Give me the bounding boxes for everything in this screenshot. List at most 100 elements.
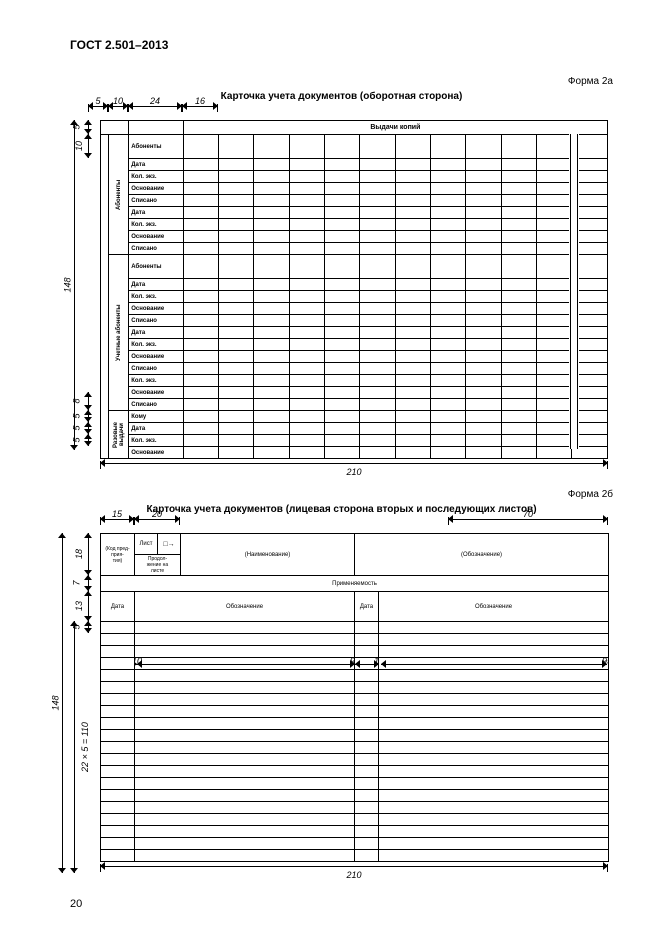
- data-cell: [501, 291, 536, 303]
- cell: [355, 826, 379, 838]
- data-cell: [360, 351, 395, 363]
- cell: [135, 814, 355, 826]
- data-cell: [360, 315, 395, 327]
- data-cell: [431, 195, 466, 207]
- data-cell: [289, 375, 324, 387]
- table-a: Выдачи копийАбонентыАбонентыДатаКол. экз…: [100, 120, 608, 459]
- data-cell: [466, 195, 501, 207]
- cell: [379, 670, 609, 682]
- hdr-naim: (Наименование): [181, 534, 355, 576]
- data-cell: [466, 303, 501, 315]
- data-cell: [360, 219, 395, 231]
- data-cell: [395, 303, 430, 315]
- data-cell: [254, 447, 289, 459]
- data-cell: [360, 243, 395, 255]
- data-cell: [395, 207, 430, 219]
- data-cell: [537, 243, 572, 255]
- data-cell: [325, 375, 360, 387]
- cell: [101, 694, 135, 706]
- cell: [101, 622, 135, 634]
- cell: [101, 682, 135, 694]
- data-cell: [431, 135, 466, 159]
- data-cell: [501, 219, 536, 231]
- data-cell: [183, 435, 218, 447]
- data-cell: [183, 423, 218, 435]
- form-label-a: Форма 2а: [70, 76, 613, 87]
- data-cell: [219, 303, 254, 315]
- dim-segment-v: 5: [88, 621, 89, 633]
- cell: [379, 802, 609, 814]
- data-cell: [219, 339, 254, 351]
- data-cell: [289, 183, 324, 195]
- data-cell: [466, 231, 501, 243]
- data-cell: [537, 231, 572, 243]
- bottom-dim-value-b: 210: [100, 870, 608, 880]
- cell: [379, 766, 609, 778]
- cell: [101, 658, 135, 670]
- data-cell: [431, 435, 466, 447]
- data-cell: [431, 243, 466, 255]
- cell: [135, 634, 355, 646]
- data-cell: [183, 411, 218, 423]
- data-cell: [219, 351, 254, 363]
- data-cell: [219, 219, 254, 231]
- data-cell: [501, 183, 536, 195]
- data-cell: [360, 447, 395, 459]
- data-cell: [325, 315, 360, 327]
- data-cell: [254, 351, 289, 363]
- data-cell: [431, 447, 466, 459]
- data-cell: [254, 231, 289, 243]
- row-label: Дата: [129, 279, 184, 291]
- data-cell: [183, 279, 218, 291]
- data-cell: [537, 171, 572, 183]
- cell: [135, 778, 355, 790]
- data-cell: [325, 231, 360, 243]
- data-cell: [289, 171, 324, 183]
- hdr-list: Лист: [135, 534, 158, 555]
- cell: [379, 718, 609, 730]
- cell: [135, 718, 355, 730]
- cell: [135, 706, 355, 718]
- cell: [379, 730, 609, 742]
- data-cell: [254, 195, 289, 207]
- cell: [379, 850, 609, 862]
- data-cell: [431, 279, 466, 291]
- cell: [379, 634, 609, 646]
- cell: [379, 694, 609, 706]
- cell: [135, 694, 355, 706]
- data-cell: [325, 195, 360, 207]
- data-cell: [395, 423, 430, 435]
- data-cell: [395, 387, 430, 399]
- data-cell: [219, 291, 254, 303]
- row-label: Основание: [129, 351, 184, 363]
- data-cell: [431, 183, 466, 195]
- vlabel: Абоненты: [109, 135, 129, 255]
- cell: [101, 766, 135, 778]
- data-cell: [325, 447, 360, 459]
- cell: [135, 742, 355, 754]
- data-cell: [219, 363, 254, 375]
- data-cell: [431, 387, 466, 399]
- data-cell: [254, 291, 289, 303]
- dim-segment-v: 5: [88, 422, 89, 434]
- cell: [379, 682, 609, 694]
- data-cell: [466, 435, 501, 447]
- row-label: Абоненты: [129, 135, 184, 159]
- data-cell: [501, 159, 536, 171]
- data-cell: [183, 303, 218, 315]
- data-cell: [501, 231, 536, 243]
- cell: [355, 646, 379, 658]
- data-cell: [325, 183, 360, 195]
- data-cell: [183, 327, 218, 339]
- data-cell: [219, 207, 254, 219]
- hdr-prod: Продол- жение на листе: [135, 555, 181, 576]
- data-cell: [219, 231, 254, 243]
- cell: [379, 790, 609, 802]
- document-id: ГОСТ 2.501–2013: [70, 38, 613, 52]
- data-cell: [289, 399, 324, 411]
- data-cell: [466, 135, 501, 159]
- data-cell: [219, 387, 254, 399]
- data-cell: [289, 291, 324, 303]
- data-cell: [183, 231, 218, 243]
- data-cell: [395, 183, 430, 195]
